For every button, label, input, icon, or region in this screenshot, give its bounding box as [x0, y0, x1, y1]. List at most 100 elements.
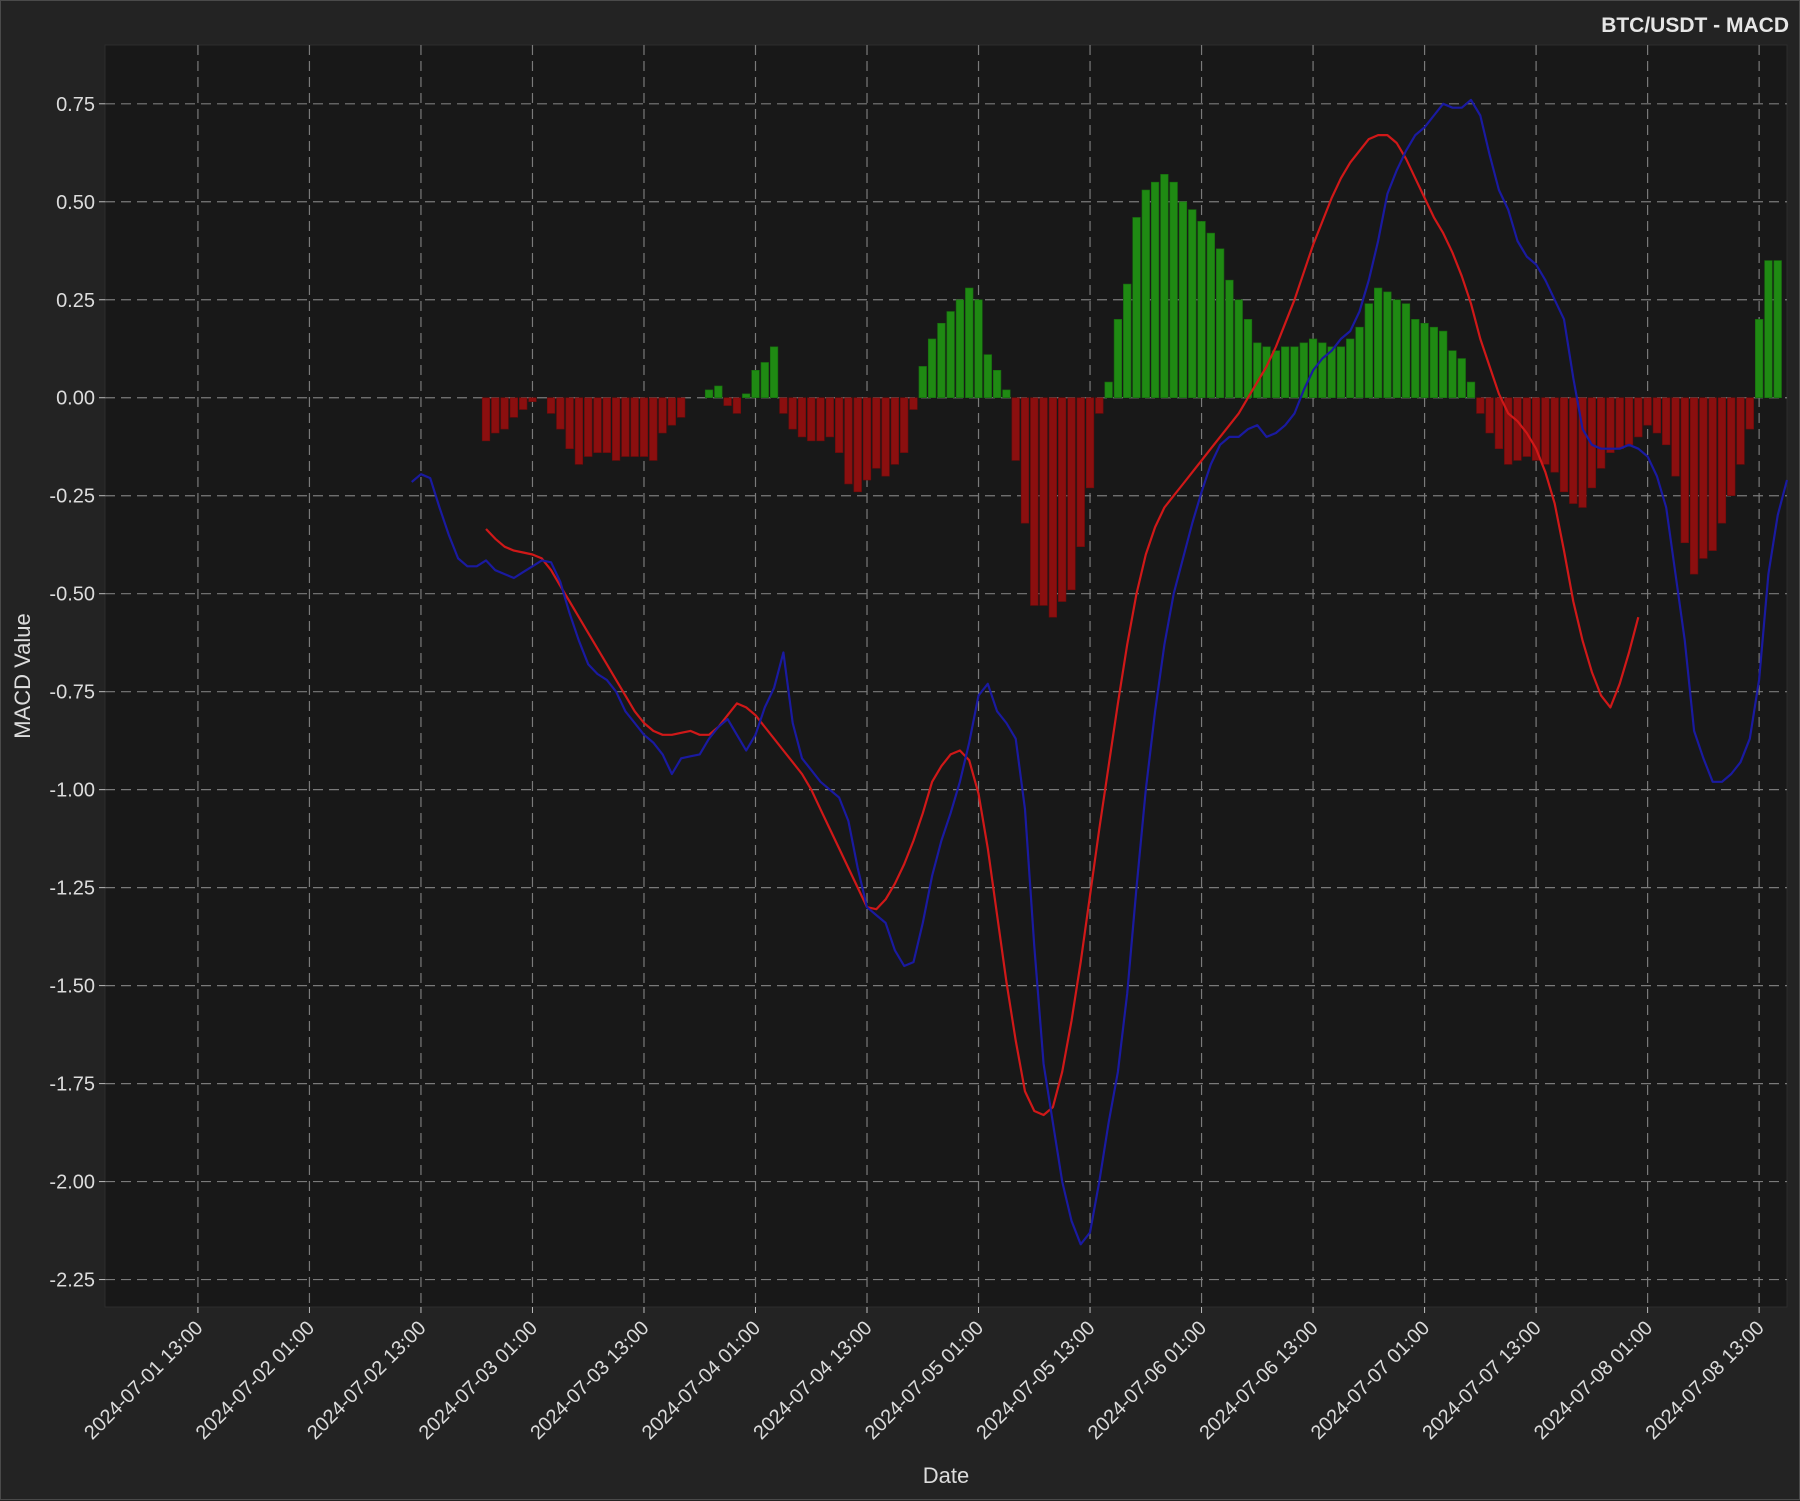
histogram-bar-negative — [1011, 397, 1020, 461]
histogram-bar-negative — [816, 397, 825, 442]
histogram-bar-negative — [1671, 397, 1680, 477]
y-tick-label: 0.00 — [56, 388, 95, 410]
x-tick-label: 2024-07-03 13:00 — [526, 1317, 653, 1444]
histogram-bar-positive — [1216, 248, 1225, 399]
x-tick-label: 2024-07-04 13:00 — [749, 1317, 876, 1444]
histogram-bar-negative — [853, 397, 862, 493]
histogram-bar-negative — [509, 397, 518, 418]
histogram-bar-positive — [946, 311, 955, 399]
histogram-bar-positive — [1132, 217, 1141, 399]
y-tick-label: -0.75 — [49, 682, 95, 704]
y-tick-label: -1.75 — [49, 1074, 95, 1096]
histogram-bar-positive — [751, 369, 760, 399]
histogram-bar-negative — [1504, 397, 1513, 465]
histogram-bar-positive — [1002, 389, 1011, 399]
histogram-bar-negative — [1727, 397, 1736, 497]
histogram-bar-negative — [1559, 397, 1569, 493]
histogram-bar-negative — [844, 397, 853, 485]
histogram-bar-positive — [1150, 181, 1160, 399]
histogram-bar-positive — [1197, 221, 1206, 399]
histogram-bar-positive — [918, 366, 927, 399]
histogram-bars — [481, 174, 1782, 618]
histogram-bar-negative — [890, 397, 899, 465]
histogram-bar-negative — [1634, 397, 1643, 438]
histogram-bar-negative — [1699, 397, 1708, 559]
histogram-bar-positive — [1448, 350, 1457, 399]
histogram-bar-negative — [1494, 397, 1504, 449]
histogram-bar-negative — [1058, 397, 1067, 602]
x-tick-label: 2024-07-08 01:00 — [1530, 1317, 1657, 1444]
y-tick-label: 0.25 — [56, 290, 95, 312]
y-tick-label: -0.25 — [49, 486, 95, 508]
histogram-bar-negative — [1708, 397, 1717, 551]
histogram-bar-negative — [825, 397, 834, 438]
histogram-bar-negative — [1476, 397, 1485, 414]
chart-title: BTC/USDT - MACD — [1601, 14, 1789, 37]
histogram-bar-negative — [1030, 397, 1039, 606]
histogram-bar-positive — [1773, 260, 1782, 399]
y-tick-labels: 0.75 0.50 0.25 0.00 -0.25 -0.50 -0.75 -1.00 -1.2… — [49, 94, 105, 1292]
histogram-bar-positive — [937, 322, 946, 399]
x-tick-label: 2024-07-07 01:00 — [1307, 1317, 1434, 1444]
histogram-bar-positive — [1420, 322, 1429, 399]
histogram-bar-positive — [1392, 299, 1401, 399]
histogram-bar-negative — [732, 397, 742, 414]
histogram-bar-negative — [1745, 397, 1754, 430]
histogram-bar-positive — [983, 354, 992, 399]
histogram-bar-negative — [1076, 397, 1085, 547]
histogram-bar-positive — [1401, 303, 1411, 399]
histogram-bar-positive — [1188, 209, 1197, 399]
histogram-bar-negative — [797, 397, 807, 438]
histogram-bar-positive — [1178, 201, 1188, 399]
histogram-bar-negative — [723, 397, 732, 406]
histogram-bar-negative — [1717, 397, 1727, 524]
histogram-bar-negative — [1541, 397, 1550, 465]
histogram-bar-negative — [611, 397, 621, 461]
histogram-bar-negative — [546, 397, 556, 414]
histogram-bar-positive — [1271, 350, 1281, 399]
histogram-bar-negative — [593, 397, 602, 453]
y-tick-label: -1.00 — [49, 780, 95, 802]
histogram-bar-positive — [1764, 260, 1773, 399]
histogram-bar-positive — [1411, 319, 1420, 399]
x-tick-label: 2024-07-06 13:00 — [1195, 1317, 1322, 1444]
histogram-bar-negative — [1531, 397, 1541, 461]
x-tick-label: 2024-07-08 13:00 — [1641, 1317, 1768, 1444]
histogram-bar-positive — [1755, 319, 1764, 399]
histogram-bar-negative — [872, 397, 881, 469]
histogram-bar-negative — [639, 397, 649, 457]
histogram-bar-negative — [565, 397, 574, 449]
x-tick-label: 2024-07-01 13:00 — [80, 1317, 207, 1444]
histogram-bar-negative — [630, 397, 639, 457]
histogram-bar-negative — [1095, 397, 1104, 414]
histogram-bar-positive — [1160, 174, 1169, 399]
x-tick-label: 2024-07-06 01:00 — [1084, 1317, 1211, 1444]
histogram-bar-positive — [1355, 326, 1364, 399]
histogram-bar-negative — [1615, 397, 1624, 449]
x-tick-label: 2024-07-02 13:00 — [303, 1317, 430, 1444]
histogram-bar-negative — [1522, 397, 1531, 457]
histogram-bar-positive — [1308, 338, 1318, 399]
y-tick-label: -2.25 — [49, 1270, 95, 1292]
histogram-bar-positive — [993, 369, 1002, 399]
histogram-bar-positive — [742, 393, 751, 399]
histogram-bar-positive — [1466, 381, 1476, 399]
histogram-bar-positive — [927, 338, 937, 399]
histogram-bar-positive — [1346, 338, 1355, 399]
histogram-bar-negative — [1048, 397, 1057, 618]
histogram-bar-negative — [1039, 397, 1048, 606]
histogram-bar-positive — [1169, 181, 1178, 399]
x-tick-label: 2024-07-02 01:00 — [192, 1317, 319, 1444]
histogram-bar-positive — [1327, 346, 1336, 399]
histogram-bar-positive — [704, 389, 714, 399]
histogram-bar-negative — [900, 397, 909, 453]
histogram-bar-positive — [1243, 319, 1253, 399]
x-tick-label: 2024-07-07 13:00 — [1418, 1317, 1545, 1444]
histogram-bar-negative — [1085, 397, 1095, 489]
histogram-bar-negative — [481, 397, 491, 442]
x-tick-label: 2024-07-03 01:00 — [415, 1317, 542, 1444]
x-tick-label: 2024-07-05 13:00 — [972, 1317, 1099, 1444]
histogram-bar-negative — [584, 397, 593, 457]
